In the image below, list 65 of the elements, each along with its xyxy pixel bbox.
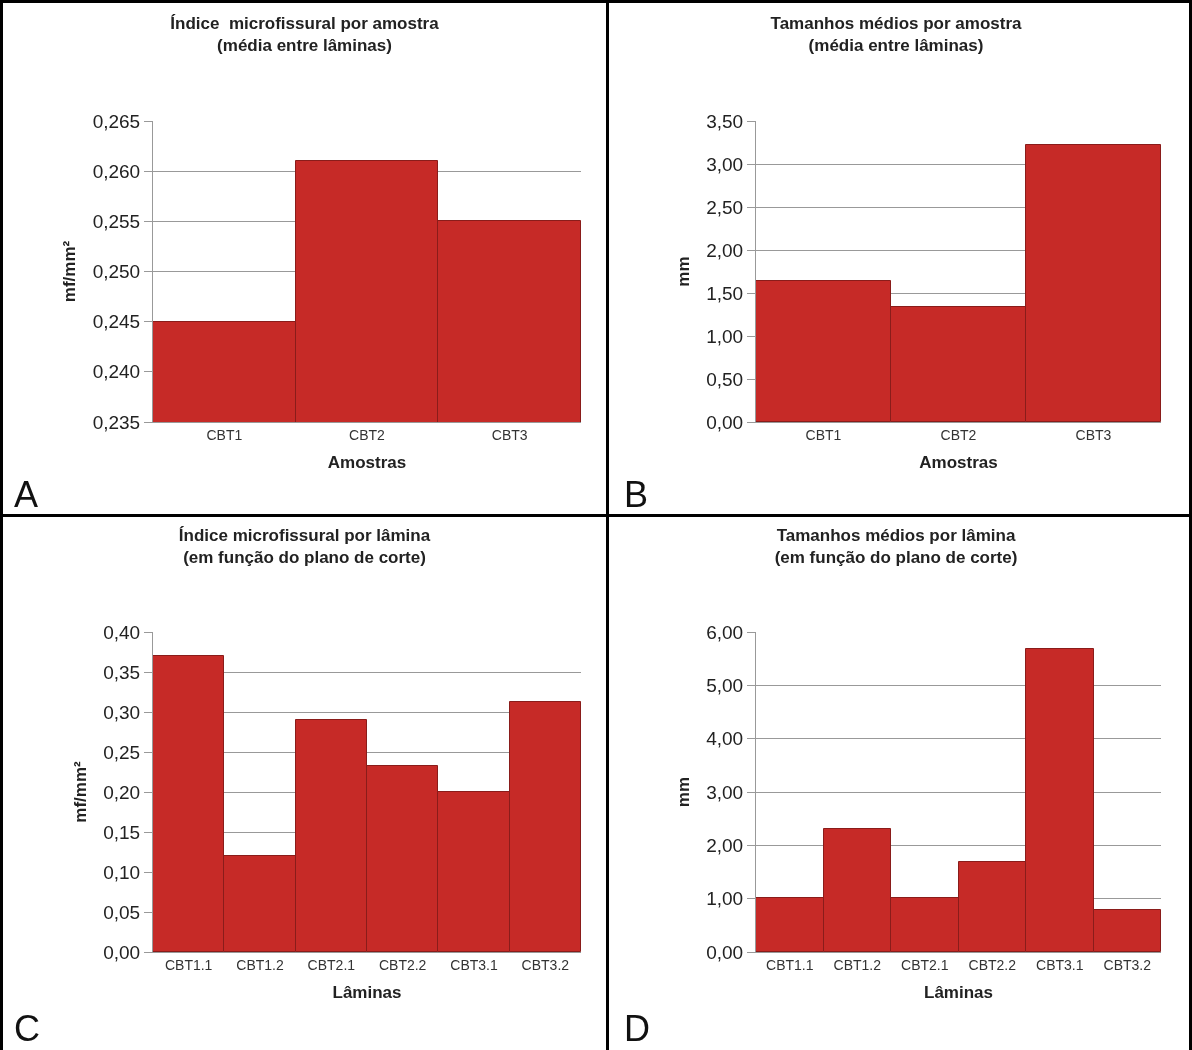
y-tick-label: 3,00 [706, 781, 744, 803]
y-tick-label: 0,05 [103, 901, 141, 923]
y-tick-label: 3,50 [706, 110, 744, 132]
y-tick-label: 0,260 [92, 160, 141, 182]
chart-title: Índice microfissural por lâmina (em função do plano de corte) [178, 525, 431, 567]
y-tick-label: 6,00 [706, 621, 744, 643]
x-tick-label: CBT3.2 [1103, 956, 1152, 973]
y-tick-label: 2,00 [706, 834, 744, 856]
y-tick-label: 0,35 [103, 661, 141, 683]
y-tick-label: 0,245 [92, 311, 141, 333]
x-axis-title: Amostras [919, 453, 998, 473]
y-tick-label: 4,00 [706, 728, 744, 750]
y-tick-label: 0,50 [706, 368, 744, 390]
x-tick-label: CBT1.1 [164, 956, 213, 973]
x-tick-label: CBT1 [206, 426, 243, 443]
y-tick-label: 0,15 [103, 821, 141, 843]
y-tick-label: 0,10 [103, 861, 141, 883]
x-tick-label: CBT3.1 [450, 956, 498, 973]
y-axis-title: mm [673, 256, 693, 287]
x-tick-label: CBT1.1 [766, 956, 814, 973]
text: A [14, 474, 39, 515]
text: D [624, 1008, 650, 1049]
x-tick-label: CBT2 [940, 426, 977, 443]
y-tick-label: 0,255 [92, 210, 141, 232]
chart-title: Índice microfissural por amostra (média entre lâminas) [170, 13, 440, 55]
chart-title: Tamanhos médios por amostra (média entre lâminas) [770, 13, 1023, 55]
y-tick-label: 0,30 [103, 701, 141, 723]
x-tick-label: CBT3.1 [1036, 956, 1084, 973]
y-tick-label: 2,50 [706, 196, 744, 218]
x-axis-title: Amostras [327, 453, 407, 473]
x-tick-label: CBT2 [349, 426, 386, 443]
y-tick-label: 1,50 [706, 282, 744, 304]
y-tick-label: 0,240 [92, 361, 141, 383]
x-tick-label: CBT2.1 [307, 956, 356, 973]
y-tick-label: 2,00 [706, 239, 744, 261]
text: C [14, 1008, 40, 1049]
text: B [624, 474, 649, 515]
x-tick-label: CBT3 [1075, 426, 1112, 443]
x-axis-title: Lâminas [924, 983, 993, 1003]
x-tick-label: CBT2.2 [378, 956, 427, 973]
x-tick-label: CBT1.2 [833, 956, 882, 973]
x-tick-label: CBT1 [805, 426, 842, 443]
y-axis-title: mm [673, 776, 693, 808]
x-axis-title: Lâminas [332, 983, 402, 1003]
y-tick-label: 0,00 [103, 941, 141, 963]
y-tick-label: 0,20 [103, 781, 141, 803]
y-tick-label: 0,235 [92, 411, 141, 433]
y-tick-label: 1,00 [706, 888, 744, 910]
y-axis-title: mf/mm² [60, 240, 80, 303]
x-tick-label: CBT3 [491, 426, 528, 443]
y-tick-label: 5,00 [706, 674, 744, 696]
x-tick-label: CBT1.2 [236, 956, 284, 973]
x-tick-label: CBT2.1 [901, 956, 949, 973]
y-tick-label: 0,25 [103, 741, 141, 763]
y-tick-label: 0,00 [706, 941, 744, 963]
x-tick-label: CBT3.2 [521, 956, 570, 973]
y-tick-label: 0,250 [92, 261, 141, 283]
y-tick-label: 0,265 [92, 110, 141, 132]
y-tick-label: 0,40 [103, 621, 141, 643]
chart-title: Tamanhos médios por lâmina (em função do plano de corte) [774, 525, 1018, 567]
y-tick-label: 0,00 [706, 411, 744, 433]
y-axis-title: mf/mm² [70, 760, 90, 823]
x-tick-label: CBT2.2 [968, 956, 1017, 973]
y-tick-label: 1,00 [706, 325, 744, 347]
y-tick-label: 3,00 [706, 153, 744, 175]
